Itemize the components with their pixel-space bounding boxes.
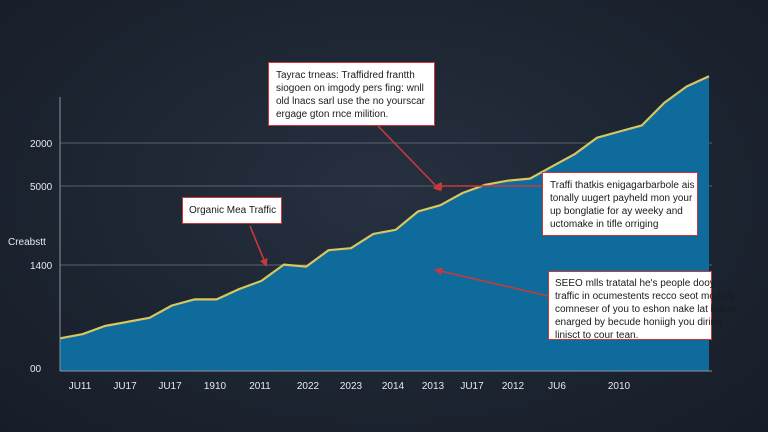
y-tick-label: 00 <box>30 364 42 375</box>
note-line: siogoen on imgody pers fing: wnll <box>276 83 424 94</box>
annotation-note-3: Traffi thatkis enigagarbarbole ais tonal… <box>542 172 698 236</box>
x-tick-labels: JU11 JU17 JU17 1910 2011 2022 2023 2014 2013 JU17… <box>69 381 631 392</box>
x-tick-label: 2014 <box>382 381 405 392</box>
y-tick-label: 5000 <box>30 182 53 193</box>
x-tick-label: 2010 <box>608 381 631 392</box>
x-tick-label: 2013 <box>422 381 445 392</box>
annotation-arrow <box>434 267 549 297</box>
annotation-arrows <box>249 125 549 297</box>
note-line: tonally uugert payheld mon your <box>550 193 693 204</box>
note-line: comneser of you to eshon nake lat habet <box>555 304 736 315</box>
annotation-arrow <box>377 125 442 192</box>
annotation-note-2: Organic Mea Traffic <box>182 197 282 224</box>
x-tick-label: JU6 <box>548 381 566 392</box>
x-tick-label: 1910 <box>204 381 227 392</box>
x-tick-label: JU17 <box>460 381 484 392</box>
x-tick-label: 2012 <box>502 381 525 392</box>
annotation-arrow <box>249 225 268 267</box>
note-line: enarged by becude honiigh you diring <box>555 317 722 328</box>
note-line: SEEO mlls tratatal he's people dooy <box>555 278 715 289</box>
note-line: traffic in ocumestents recco seot modicl… <box>555 291 735 302</box>
x-tick-label: 2022 <box>297 381 320 392</box>
x-tick-label: 2023 <box>340 381 363 392</box>
note-line: Tayrac trneas: Traffidred frantth <box>276 70 415 81</box>
note-line: linisct to cour tean. <box>555 330 639 341</box>
x-tick-label: JU11 <box>69 381 92 392</box>
note-line: Traffi thatkis enigagarbarbole ais <box>550 180 695 191</box>
annotation-note-1: Tayrac trneas: Traffidred frantth siogoe… <box>268 62 435 126</box>
note-line: old lnacs sarl use the no yourscar <box>276 96 425 107</box>
annotation-note-4: SEEO mlls tratatal he's people dooy traf… <box>548 271 736 341</box>
x-tick-label: JU17 <box>113 381 137 392</box>
x-tick-label: JU17 <box>158 381 182 392</box>
y-axis-label: Creabstt <box>8 237 46 248</box>
note-line: Organic Mea Traffic <box>189 205 277 216</box>
y-tick-label: 1400 <box>30 261 53 272</box>
y-tick-label: 2000 <box>30 139 53 150</box>
note-line: uctomake in tifle orriging <box>550 219 659 230</box>
traffic-line <box>59 75 710 340</box>
y-tick-labels: 2000 5000 1400 00 <box>30 139 53 375</box>
note-line: ergage gton rnce milition. <box>276 109 389 120</box>
x-tick-label: 2011 <box>249 381 271 392</box>
note-line: up bonglatie for ay weeky and <box>550 206 683 217</box>
